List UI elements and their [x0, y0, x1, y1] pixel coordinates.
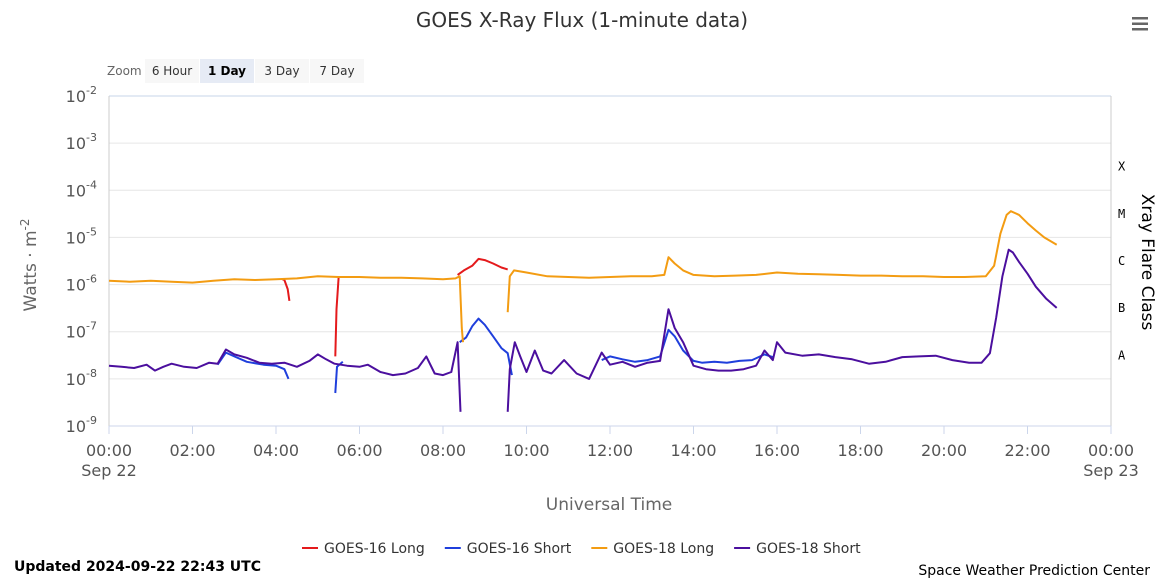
x-tick-label: 16:00	[754, 441, 800, 460]
updated-timestamp: Updated 2024-09-22 22:43 UTC	[14, 559, 261, 575]
flare-class-label: M	[1118, 207, 1125, 221]
zoom-button-label: 6 Hour	[152, 64, 192, 78]
zoom-button-6-hour[interactable]: 6 Hour	[145, 59, 199, 83]
x-tick-date: Sep 22	[81, 461, 137, 480]
legend-item[interactable]: GOES-16 Long	[302, 541, 425, 557]
series-line	[108, 341, 462, 412]
zoom-button-bg	[145, 59, 199, 83]
series-line	[601, 328, 774, 364]
y-tick-label: 10-5	[66, 225, 97, 247]
zoom-buttons: 6 Hour 1 Day 3 Day 7 Day	[145, 59, 364, 83]
legend-label: GOES-18 Long	[613, 541, 714, 557]
x-tick-label: 06:00	[336, 441, 382, 460]
zoom-button-label: 1 Day	[208, 64, 246, 78]
zoom-button-7-day[interactable]: 7 Day	[310, 59, 364, 83]
legend-label: GOES-18 Short	[756, 541, 861, 557]
y-tick-exp: -8	[86, 367, 97, 380]
x-tick-label: 04:00	[253, 441, 299, 460]
flare-class-label: A	[1118, 348, 1126, 362]
y-tick-label: 10-9	[66, 414, 97, 436]
y-tick-base: 10	[66, 370, 86, 389]
zoom-button-bg	[255, 59, 309, 83]
zoom-button-bg	[200, 59, 254, 83]
legend-label: GOES-16 Short	[467, 541, 572, 557]
legend: GOES-16 Long GOES-16 Short GOES-18 Long GOE…	[302, 541, 861, 557]
x-tick-label: 20:00	[921, 441, 967, 460]
series-goes-16-short	[216, 317, 774, 394]
y-tick-label: 10-4	[66, 178, 97, 200]
series-goes-18-short	[108, 248, 1058, 412]
zoom-button-3-day[interactable]: 3 Day	[255, 59, 309, 83]
series-line	[506, 210, 1058, 313]
y-tick-base: 10	[66, 228, 86, 247]
y-tick-base: 10	[66, 181, 86, 200]
y-tick-base: 10	[66, 417, 86, 436]
x-axis-title: Universal Time	[546, 495, 672, 515]
y-tick-exp: -3	[86, 131, 97, 144]
legend-item[interactable]: GOES-18 Long	[591, 541, 714, 557]
zoom-label: Zoom	[107, 64, 142, 78]
zoom-button-label: 7 Day	[319, 64, 354, 78]
series-line	[457, 257, 508, 276]
series-line	[216, 351, 290, 380]
series-line	[506, 248, 1058, 412]
y-axis-title-main: Watts · m	[21, 230, 41, 311]
y-tick-exp: -4	[86, 178, 97, 191]
grid-lines	[109, 142, 1111, 380]
x-tick-label: 08:00	[420, 441, 466, 460]
y-tick-exp: -9	[86, 414, 97, 427]
y-axis-ticks: 10-210-310-410-510-610-710-810-9	[66, 84, 97, 436]
x-tick-label: 14:00	[670, 441, 716, 460]
x-tick-label: 00:00	[86, 441, 132, 460]
flare-class-label: B	[1118, 301, 1125, 315]
flare-class-label: X	[1118, 160, 1126, 174]
flare-class-label: C	[1118, 254, 1125, 268]
flare-class-ticks: X M C B A	[1118, 160, 1126, 363]
series-line	[459, 317, 513, 376]
y-tick-base: 10	[66, 276, 86, 295]
y-tick-label: 10-3	[66, 131, 97, 153]
y-tick-label: 10-6	[66, 273, 97, 295]
y-tick-base: 10	[66, 87, 86, 106]
y-axis-title-sup: -2	[18, 218, 32, 230]
y-tick-exp: -2	[86, 84, 97, 97]
legend-item[interactable]: GOES-18 Short	[734, 541, 861, 557]
x-tick-date: Sep 23	[1083, 461, 1139, 480]
y-tick-base: 10	[66, 134, 86, 153]
plot-background	[109, 96, 1111, 426]
legend-item[interactable]: GOES-16 Short	[444, 541, 572, 557]
x-tick-label: 10:00	[503, 441, 549, 460]
series-line	[334, 361, 344, 394]
y-tick-label: 10-2	[66, 84, 97, 106]
y-tick-label: 10-7	[66, 320, 97, 342]
y-axis-title: Watts · m-2	[18, 218, 41, 311]
hamburger-menu-icon[interactable]	[1131, 15, 1149, 33]
chart-title: GOES X-Ray Flux (1-minute data)	[416, 8, 748, 32]
y-tick-exp: -7	[86, 320, 97, 333]
right-axis-title: Xray Flare Class	[1137, 194, 1157, 331]
x-tick-label: 18:00	[837, 441, 883, 460]
y-tick-exp: -6	[86, 273, 97, 286]
zoom-button-1-day[interactable]: 1 Day	[200, 59, 254, 83]
credit-text: Space Weather Prediction Center	[918, 563, 1150, 579]
zoom-button-label: 3 Day	[264, 64, 299, 78]
x-tick-label: 02:00	[169, 441, 215, 460]
y-tick-label: 10-8	[66, 367, 97, 389]
series-layer	[108, 210, 1058, 412]
y-tick-exp: -5	[86, 225, 97, 238]
series-line	[334, 277, 340, 357]
x-tick-label: 00:00	[1088, 441, 1134, 460]
y-tick-base: 10	[66, 323, 86, 342]
legend-label: GOES-16 Long	[324, 541, 425, 557]
series-goes-18-long	[108, 210, 1058, 343]
zoom-button-bg	[310, 59, 364, 83]
series-line	[108, 275, 464, 343]
x-tick-label: 12:00	[587, 441, 633, 460]
x-tick-label: 22:00	[1004, 441, 1050, 460]
